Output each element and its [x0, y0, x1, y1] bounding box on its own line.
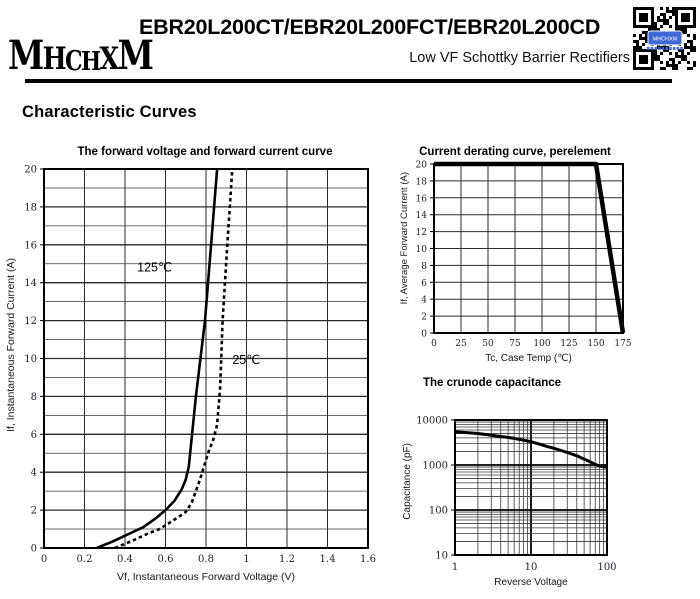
- brand-letter: M: [117, 32, 154, 79]
- svg-text:18: 18: [416, 177, 428, 187]
- svg-text:0.6: 0.6: [158, 554, 174, 565]
- svg-text:1: 1: [452, 562, 458, 573]
- svg-text:50: 50: [482, 339, 494, 349]
- chart-title-capacitance: The crunode capacitance: [423, 377, 562, 389]
- brand-letter: C: [65, 45, 83, 77]
- svg-text:12: 12: [24, 316, 37, 327]
- svg-text:25: 25: [455, 339, 467, 349]
- current-derating-chart: Current derating curve, perelement 0 2 4 6 8…: [395, 140, 700, 370]
- brand-letter: H: [81, 46, 101, 77]
- svg-text:175: 175: [614, 339, 631, 349]
- y-axis-title-forward-current: If, Instantaneous Forward Current (A): [5, 258, 17, 432]
- svg-text:18: 18: [24, 202, 37, 213]
- svg-text:150: 150: [587, 339, 604, 349]
- y-axis-title-capacitance: Capacitance (pF): [402, 443, 413, 520]
- svg-text:4: 4: [31, 468, 37, 479]
- svg-text:100: 100: [429, 506, 448, 517]
- header-divider: [25, 79, 672, 83]
- svg-text:20: 20: [416, 161, 428, 171]
- qr-code-icon: MHCHXM: [633, 7, 696, 70]
- x-axis-title-reverse-voltage: Reverse Voltage: [494, 577, 568, 588]
- svg-text:6: 6: [31, 430, 37, 441]
- svg-text:100: 100: [533, 339, 550, 349]
- section-title: Characteristic Curves: [22, 103, 197, 121]
- curve-label: 125℃: [137, 260, 172, 274]
- capacitance-plot: 10 100 1000 10000 1 10 100: [416, 416, 616, 574]
- forward-voltage-plot: 0 2 4 6 8 10 12 14 16 18 20 0 0.2 0.4 0.6 0.8 1 1.2 1.4 1.6…: [24, 165, 376, 566]
- series-capacitance: [454, 430, 608, 469]
- svg-text:75: 75: [509, 339, 521, 349]
- svg-text:16: 16: [24, 240, 37, 251]
- svg-text:100: 100: [597, 562, 616, 573]
- brand-letter: M: [8, 32, 44, 79]
- brand-letter: H: [42, 41, 67, 78]
- capacitance-chart: The crunode capacitance 10 100 1000 10000 1 1…: [395, 370, 700, 599]
- document-subtitle: Low VF Schottky Barrier Rectifiers: [409, 50, 630, 66]
- svg-text:4: 4: [421, 296, 427, 306]
- document-title: EBR20L200CT/EBR20L200FCT/EBR20L200CD: [139, 15, 601, 39]
- svg-text:8: 8: [31, 392, 37, 403]
- svg-text:0.4: 0.4: [117, 554, 133, 565]
- svg-text:14: 14: [416, 211, 428, 221]
- svg-text:10: 10: [24, 354, 37, 365]
- svg-text:0: 0: [421, 330, 427, 340]
- svg-text:125: 125: [560, 339, 577, 349]
- svg-text:6: 6: [421, 279, 427, 289]
- svg-text:1.4: 1.4: [320, 554, 336, 565]
- x-axis-title-forward-voltage: Vf, Instantaneous Forward Voltage (V): [116, 571, 295, 583]
- svg-text:14: 14: [24, 278, 37, 289]
- svg-text:2: 2: [421, 313, 427, 323]
- svg-text:2: 2: [31, 506, 37, 517]
- curve-label: 25℃: [232, 353, 260, 367]
- forward-voltage-chart: The forward voltage and forward current …: [0, 140, 395, 599]
- chart-title-forward-voltage: The forward voltage and forward current …: [77, 146, 333, 158]
- series-derating: [434, 161, 626, 334]
- svg-text:1000: 1000: [423, 461, 448, 472]
- series-125℃: [96, 168, 219, 550]
- svg-text:12: 12: [416, 228, 427, 238]
- svg-text:1.2: 1.2: [279, 554, 295, 565]
- svg-text:10: 10: [525, 562, 538, 573]
- x-axis-title-case-temp: Tc, Case Temp (℃): [485, 353, 572, 364]
- svg-text:MHCHXM: MHCHXM: [653, 37, 678, 43]
- svg-text:10: 10: [435, 551, 448, 562]
- svg-text:1: 1: [243, 554, 249, 565]
- svg-text:20: 20: [24, 165, 37, 176]
- y-axis-title-average-current: If, Average Forward Current (A): [399, 172, 410, 305]
- svg-text:16: 16: [416, 194, 428, 204]
- svg-text:0: 0: [41, 554, 47, 565]
- chart-title-derating: Current derating curve, perelement: [419, 146, 611, 158]
- svg-text:1.6: 1.6: [360, 554, 376, 565]
- svg-text:0.8: 0.8: [198, 554, 214, 565]
- svg-text:10: 10: [416, 245, 428, 255]
- current-derating-plot: 0 2 4 6 8 10 12 14 16 18 20 0 25 50 75 100 125 150 175: [416, 161, 632, 350]
- brand-letter: X: [99, 41, 120, 78]
- svg-text:0: 0: [431, 339, 437, 349]
- svg-text:8: 8: [421, 262, 427, 272]
- svg-text:0.2: 0.2: [77, 554, 93, 565]
- series-25℃: [114, 168, 234, 550]
- svg-text:10000: 10000: [416, 416, 448, 427]
- svg-text:0: 0: [31, 544, 37, 555]
